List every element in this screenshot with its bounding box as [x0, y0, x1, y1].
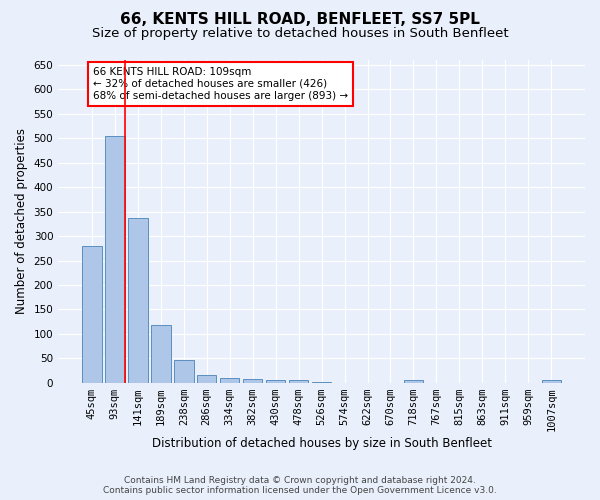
- Text: 66, KENTS HILL ROAD, BENFLEET, SS7 5PL: 66, KENTS HILL ROAD, BENFLEET, SS7 5PL: [120, 12, 480, 28]
- Bar: [220, 378, 239, 383]
- Bar: [174, 360, 194, 383]
- Text: 66 KENTS HILL ROAD: 109sqm
← 32% of detached houses are smaller (426)
68% of sem: 66 KENTS HILL ROAD: 109sqm ← 32% of deta…: [93, 68, 348, 100]
- Y-axis label: Number of detached properties: Number of detached properties: [15, 128, 28, 314]
- Bar: [197, 375, 217, 383]
- Bar: [404, 380, 423, 383]
- Bar: [542, 380, 561, 383]
- Bar: [105, 136, 125, 383]
- Bar: [151, 325, 170, 383]
- Text: Contains HM Land Registry data © Crown copyright and database right 2024.
Contai: Contains HM Land Registry data © Crown c…: [103, 476, 497, 495]
- Bar: [243, 379, 262, 383]
- Bar: [82, 246, 101, 383]
- Text: Size of property relative to detached houses in South Benfleet: Size of property relative to detached ho…: [92, 28, 508, 40]
- Bar: [266, 380, 286, 383]
- Bar: [289, 380, 308, 383]
- Bar: [128, 218, 148, 383]
- X-axis label: Distribution of detached houses by size in South Benfleet: Distribution of detached houses by size …: [152, 437, 491, 450]
